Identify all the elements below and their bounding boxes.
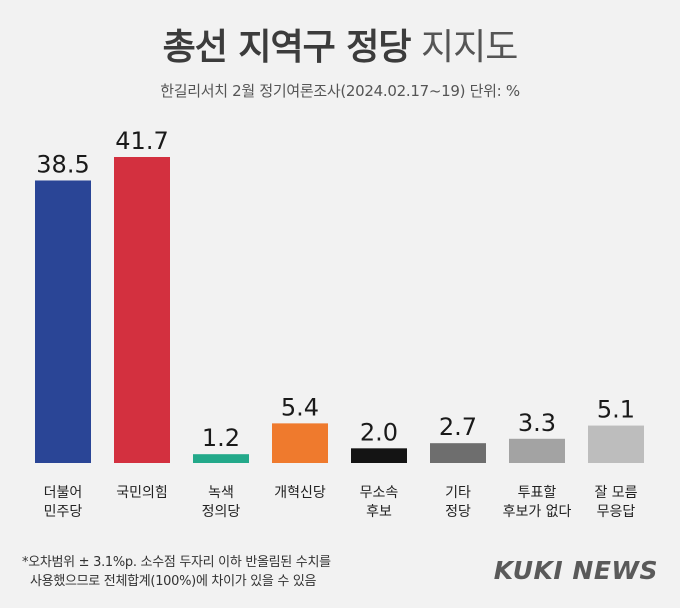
chart-title-bold: 총선 지역구 정당	[162, 27, 412, 68]
category-label-4-1: 후보	[366, 504, 392, 520]
value-label-7: 5.1	[597, 396, 635, 424]
category-label-4-0: 무소속	[360, 485, 399, 501]
footnote-line-2: 사용했으므로 전체합계(100%)에 차이가 있을 수 있음	[30, 574, 317, 589]
value-label-6: 3.3	[518, 409, 556, 437]
chart-subtitle: 한길리서치 2월 정기여론조사(2024.02.17~19) 단위: %	[160, 82, 520, 100]
bar-2	[193, 454, 249, 463]
chart-title-light: 지지도	[421, 27, 518, 68]
category-label-6-0: 투표할	[518, 485, 557, 501]
category-label-6-1: 후보가 없다	[503, 504, 572, 520]
value-label-5: 2.7	[439, 413, 477, 441]
value-label-0: 38.5	[36, 150, 89, 178]
bar-5	[430, 443, 486, 463]
category-label-1-0: 국민의힘	[116, 485, 168, 501]
value-label-3: 5.4	[281, 393, 319, 421]
value-label-1: 41.7	[115, 127, 168, 155]
category-label-7-0: 잘 모름	[594, 485, 637, 501]
bar-4	[351, 448, 407, 463]
bar-3	[272, 423, 328, 463]
category-label-5-1: 정당	[445, 504, 471, 520]
category-label-7-1: 무응답	[597, 504, 636, 520]
bar-7	[588, 425, 644, 463]
value-label-2: 1.2	[202, 424, 240, 452]
chart-title: 총선 지역구 정당 지지도	[0, 18, 680, 70]
footnote: *오차범위 ± 3.1%p. 소수점 두자리 이하 반올림된 수치를 사용했으므…	[22, 553, 462, 591]
category-label-3-0: 개혁신당	[274, 485, 326, 501]
bar-1	[114, 157, 170, 463]
bar-0	[35, 180, 91, 464]
category-label-0-0: 더불어	[44, 485, 83, 501]
kuki-news-logo: KUKI NEWS	[493, 556, 658, 585]
category-label-2-1: 정의당	[202, 504, 241, 520]
value-label-4: 2.0	[360, 418, 398, 446]
category-label-2-0: 녹색	[208, 485, 234, 501]
footnote-line-1: *오차범위 ± 3.1%p. 소수점 두자리 이하 반올림된 수치를	[22, 555, 331, 570]
category-label-5-0: 기타	[445, 485, 471, 501]
bar-6	[509, 438, 565, 463]
category-label-0-1: 민주당	[44, 504, 83, 520]
